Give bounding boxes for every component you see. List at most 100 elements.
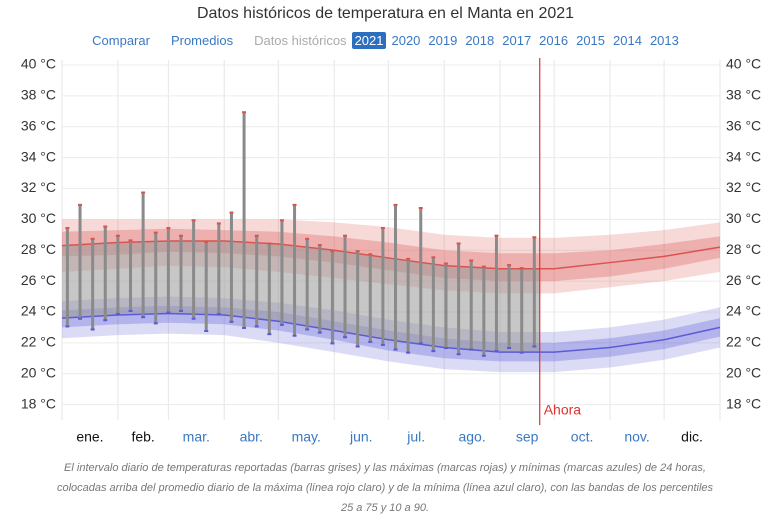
y2-tick-label: 20 °C bbox=[726, 364, 761, 380]
max-mark bbox=[330, 250, 335, 253]
max-mark bbox=[65, 227, 70, 230]
day-bar bbox=[179, 234, 183, 312]
year-link[interactable]: 2016 bbox=[539, 33, 569, 48]
min-mark bbox=[65, 325, 70, 328]
day-bar bbox=[116, 234, 120, 316]
min-mark bbox=[418, 342, 423, 345]
nav-link[interactable]: Comparar bbox=[92, 33, 150, 48]
y-tick-label: 22 °C bbox=[21, 334, 56, 350]
min-mark bbox=[481, 354, 486, 357]
max-mark bbox=[128, 239, 133, 242]
month-label: oct. bbox=[571, 429, 594, 445]
min-mark bbox=[191, 317, 196, 320]
day-bar bbox=[280, 219, 284, 326]
day-bar bbox=[192, 219, 196, 320]
day-bar bbox=[469, 259, 473, 351]
max-mark bbox=[254, 234, 259, 237]
day-bar bbox=[305, 237, 309, 331]
day-bar bbox=[204, 240, 208, 333]
y-tick-label: 32 °C bbox=[21, 179, 56, 195]
min-mark bbox=[166, 311, 171, 314]
max-mark bbox=[103, 225, 108, 228]
y-tick-label: 28 °C bbox=[21, 241, 56, 257]
month-label: feb. bbox=[131, 429, 154, 445]
min-mark bbox=[532, 345, 537, 348]
max-mark bbox=[355, 250, 360, 253]
now-label: Ahora bbox=[544, 402, 582, 418]
year-link[interactable]: 2021 bbox=[351, 32, 387, 49]
min-mark bbox=[242, 326, 247, 329]
day-bar bbox=[532, 236, 536, 348]
year-link[interactable]: 2013 bbox=[649, 33, 679, 48]
y2-tick-label: 34 °C bbox=[726, 148, 761, 164]
y2-tick-label: 18 °C bbox=[726, 395, 761, 411]
max-mark bbox=[216, 222, 221, 225]
min-mark bbox=[141, 316, 146, 319]
day-bar bbox=[267, 242, 271, 336]
band bbox=[62, 219, 720, 294]
max-mark bbox=[292, 203, 297, 206]
month-label: jun. bbox=[349, 429, 373, 445]
day-bar bbox=[229, 211, 233, 323]
min-mark bbox=[368, 340, 373, 343]
max-mark bbox=[481, 265, 486, 268]
day-bar bbox=[368, 253, 372, 343]
day-bar bbox=[154, 231, 158, 325]
max-mark bbox=[494, 234, 499, 237]
max-mark bbox=[279, 219, 284, 222]
max-mark bbox=[443, 262, 448, 265]
max-mark bbox=[317, 244, 322, 247]
day-bar bbox=[166, 227, 170, 314]
min-mark bbox=[103, 319, 108, 322]
year-link[interactable]: 2018 bbox=[465, 33, 495, 48]
year-link[interactable]: 2015 bbox=[576, 33, 606, 48]
year-link[interactable]: 2020 bbox=[391, 33, 421, 48]
nav-current: Datos históricos bbox=[254, 33, 347, 48]
min-mark bbox=[431, 350, 436, 353]
month-label: ago. bbox=[458, 429, 485, 445]
max-mark bbox=[153, 231, 158, 234]
min-mark bbox=[229, 320, 234, 323]
day-bar bbox=[494, 234, 498, 353]
y2-tick-label: 36 °C bbox=[726, 117, 761, 133]
nav-link[interactable]: Promedios bbox=[170, 33, 234, 48]
day-bar bbox=[129, 239, 133, 312]
year-link[interactable]: 2014 bbox=[613, 33, 642, 48]
min-mark bbox=[469, 348, 474, 351]
day-bar bbox=[482, 265, 486, 357]
month-label: jul. bbox=[406, 429, 425, 445]
max-mark bbox=[242, 111, 247, 114]
y2-tick-label: 26 °C bbox=[726, 272, 761, 288]
day-bar bbox=[141, 191, 145, 319]
y-tick-label: 26 °C bbox=[21, 272, 56, 288]
day-bar bbox=[457, 242, 461, 356]
nav-bar: Comparar Promedios Datos históricos 2021 202… bbox=[0, 32, 771, 49]
max-mark bbox=[204, 240, 209, 243]
y-tick-label: 36 °C bbox=[21, 117, 56, 133]
min-mark bbox=[279, 323, 284, 326]
y-tick-label: 20 °C bbox=[21, 364, 56, 380]
year-link[interactable]: 2017 bbox=[502, 33, 532, 48]
min-mark bbox=[317, 331, 322, 334]
max-mark bbox=[380, 227, 385, 230]
min-mark bbox=[267, 333, 272, 336]
max-mark bbox=[115, 234, 120, 237]
max-mark bbox=[229, 211, 234, 214]
year-link[interactable]: 2019 bbox=[428, 33, 458, 48]
day-bar bbox=[242, 111, 246, 329]
min-mark bbox=[178, 309, 183, 312]
day-bar bbox=[406, 257, 410, 354]
min-mark bbox=[90, 328, 95, 331]
y-tick-label: 34 °C bbox=[21, 148, 56, 164]
max-mark bbox=[78, 203, 83, 206]
day-bar bbox=[419, 207, 423, 345]
max-mark bbox=[469, 259, 474, 262]
min-mark bbox=[343, 336, 348, 339]
day-bar bbox=[343, 234, 347, 339]
min-mark bbox=[78, 317, 83, 320]
y-tick-label: 30 °C bbox=[21, 210, 56, 226]
day-bar bbox=[78, 203, 82, 320]
day-bar bbox=[520, 267, 524, 354]
max-mark bbox=[418, 207, 423, 209]
min-mark bbox=[355, 345, 360, 348]
